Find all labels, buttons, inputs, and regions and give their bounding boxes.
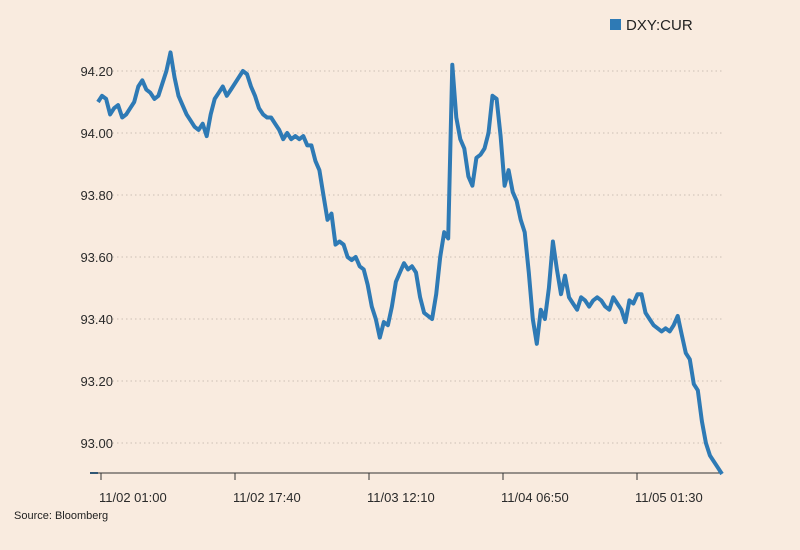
y-tick-label: 94.00 — [80, 126, 113, 141]
source-note: Source: Bloomberg — [14, 510, 109, 522]
y-tick-label: 93.20 — [80, 374, 113, 389]
series-line-dxy — [96, 50, 724, 476]
y-axis-tick-labels: 93.00 93.20 93.40 93.60 93.80 94.00 94.20 — [80, 64, 113, 451]
gridlines — [90, 70, 722, 444]
x-tick-label: 11/05 01:30 — [635, 490, 703, 505]
x-axis-ticks: 11/02 01:00 11/02 17:40 11/03 12:10 11/04 0… — [90, 472, 703, 505]
x-tick-label: 11/02 01:00 — [99, 490, 167, 505]
y-tick-label: 93.00 — [80, 436, 113, 451]
x-tick-label: 11/03 12:10 — [367, 490, 435, 505]
x-tick-label: 11/02 17:40 — [233, 490, 301, 505]
legend-swatch — [610, 19, 621, 30]
x-tick-label: 11/04 06:50 — [501, 490, 569, 505]
legend-label-dxy: DXY:CUR — [626, 17, 693, 34]
y-tick-label: 93.80 — [80, 188, 113, 203]
legend: DXY:CUR — [610, 17, 693, 34]
y-tick-label: 93.60 — [80, 250, 113, 265]
y-tick-label: 94.20 — [80, 64, 113, 79]
y-tick-label: 93.40 — [80, 312, 113, 327]
